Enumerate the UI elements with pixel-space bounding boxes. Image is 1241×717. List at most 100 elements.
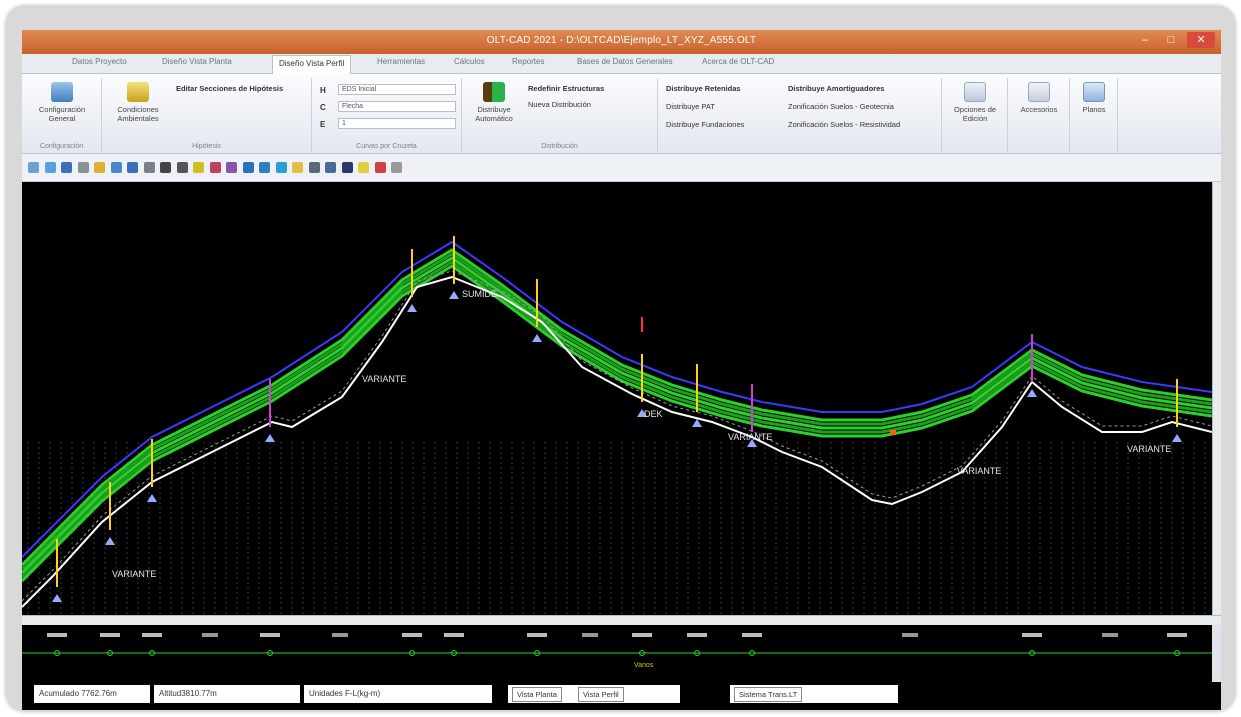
strip-station-mark bbox=[409, 650, 415, 656]
tab-6[interactable]: Bases de Datos Generales bbox=[577, 57, 673, 66]
config-general-button[interactable]: Configuración General bbox=[30, 82, 94, 123]
toolbar-tool-icon[interactable] bbox=[61, 162, 72, 173]
hipotesis-select[interactable]: EDS Inicial bbox=[338, 84, 456, 95]
distribuye-fundaciones-button[interactable]: Distribuye Fundaciones bbox=[666, 120, 745, 129]
toolbar-tool-icon[interactable] bbox=[44, 162, 56, 173]
tab-2[interactable]: Diseño Vista Perfil bbox=[272, 55, 352, 74]
ribbon-tabs: Datos Proyecto Diseño Vista Planta Diseño … bbox=[22, 54, 1221, 74]
toolbar-tool-icon[interactable] bbox=[391, 162, 402, 173]
toolbar-tool-icon[interactable] bbox=[259, 162, 270, 173]
toolbar-tool-icon[interactable] bbox=[193, 162, 204, 173]
toolbar-tool-icon[interactable] bbox=[308, 162, 320, 173]
maximize-button[interactable]: □ bbox=[1167, 34, 1175, 46]
tab-7[interactable]: Acerca de OLT-CAD bbox=[702, 57, 775, 66]
profile-drawing: VARIANTE VARIANTE SUMIDE DEK VARIANTE VARIANT… bbox=[22, 236, 1213, 615]
strip-tick-label bbox=[527, 633, 547, 637]
strip-station-mark bbox=[107, 650, 113, 656]
toolbar-tool-icon[interactable] bbox=[325, 162, 336, 173]
anchor-icon bbox=[692, 419, 702, 427]
toolbar-tool-icon[interactable] bbox=[143, 162, 155, 173]
toolbar-tool-icon[interactable] bbox=[209, 162, 221, 173]
strip-tick-label bbox=[142, 633, 162, 637]
tab-3[interactable]: Herramientas bbox=[377, 57, 426, 66]
vertical-scrollbar[interactable] bbox=[1212, 182, 1221, 615]
strip-tick-label bbox=[582, 633, 598, 637]
altitud-field: Altitud3810.77m bbox=[154, 685, 300, 703]
tab-sistema[interactable]: Sistema Trans.LT bbox=[734, 687, 803, 702]
strip-station-mark bbox=[149, 650, 155, 656]
zonificacion-resistividad-button[interactable]: Zonificación Suelos - Resistividad bbox=[788, 120, 901, 129]
toolbar-tool-icon[interactable] bbox=[341, 162, 353, 173]
toolbar-tool-icon[interactable] bbox=[176, 162, 188, 173]
toolbar-tool-icon[interactable] bbox=[77, 162, 89, 173]
group-configuracion: Configuración General Configuración bbox=[22, 78, 102, 152]
close-button[interactable]: ✕ bbox=[1187, 32, 1215, 48]
toolbar-tool-icon[interactable] bbox=[110, 162, 122, 173]
window-title: OLT-CAD 2021 - D:\OLTCAD\Ejemplo_LT_XYZ_… bbox=[486, 35, 757, 46]
distribuye-pat-button[interactable]: Distribuye PAT bbox=[666, 102, 715, 111]
condiciones-button[interactable]: Condiciones Ambientales bbox=[108, 82, 168, 123]
tab-vista-planta[interactable]: Vista Planta bbox=[512, 687, 562, 702]
anchor-icon bbox=[147, 494, 157, 502]
toolbar-tool-icon[interactable] bbox=[242, 162, 254, 173]
strip-tick-label bbox=[1022, 633, 1042, 637]
drawing-sheet-icon bbox=[1083, 82, 1105, 102]
tab-0[interactable]: Datos Proyecto bbox=[72, 57, 127, 66]
combo-e-letter: E bbox=[320, 120, 326, 129]
profile-label: DEK bbox=[644, 409, 663, 419]
anchor-icon bbox=[1172, 434, 1182, 442]
strip-station-mark bbox=[694, 650, 700, 656]
redefinir-button[interactable]: Redefinir Estructuras bbox=[528, 84, 605, 93]
zonificacion-geotecnia-button[interactable]: Zonificación Suelos - Geotecnia bbox=[788, 102, 894, 111]
profile-canvas[interactable]: VARIANTE VARIANTE SUMIDE DEK VARIANTE VARIANT… bbox=[22, 182, 1213, 615]
curva-select[interactable]: Flecha bbox=[338, 101, 456, 112]
distribuye-amortiguadores-button[interactable]: Distribuye Amortiguadores bbox=[788, 84, 885, 93]
condiciones-label: Condiciones Ambientales bbox=[117, 105, 159, 123]
settings-icon bbox=[51, 82, 73, 102]
strip-tick-label bbox=[742, 633, 762, 637]
planos-button[interactable]: Planos bbox=[1074, 82, 1114, 114]
ribbon: Configuración General Configuración Cond… bbox=[22, 74, 1221, 154]
conductor-line bbox=[22, 248, 1213, 567]
nueva-distribucion-button[interactable]: Nueva Distribución bbox=[528, 100, 591, 109]
toolbar-tool-icon[interactable] bbox=[292, 162, 303, 173]
toolbar-tool-icon[interactable] bbox=[226, 162, 237, 173]
opciones-edicion-button[interactable]: Opciones de Edición bbox=[946, 82, 1004, 123]
strip-station-mark bbox=[534, 650, 540, 656]
toolbar-tool-icon[interactable] bbox=[127, 162, 138, 173]
strip-label: Vanos bbox=[634, 662, 654, 669]
tab-4[interactable]: Cálculos bbox=[454, 57, 485, 66]
toolbar-tool-icon[interactable] bbox=[358, 162, 369, 173]
group-hipotesis: Condiciones Ambientales Editar Secciones… bbox=[102, 78, 312, 152]
horizontal-scrollbar[interactable] bbox=[22, 615, 1221, 625]
conductor-line bbox=[22, 252, 1213, 571]
tab-vista-perfil[interactable]: Vista Perfil bbox=[578, 687, 624, 702]
acumulado-field: Acumulado 7762.76m bbox=[34, 685, 150, 703]
combo-h-letter: H bbox=[320, 86, 326, 95]
tab-1[interactable]: Diseño Vista Planta bbox=[162, 57, 232, 66]
minimize-button[interactable]: – bbox=[1141, 34, 1149, 46]
anchor-icon bbox=[1027, 389, 1037, 397]
ground-profile bbox=[22, 275, 1213, 608]
span-strip: Vanos bbox=[22, 625, 1212, 682]
distribuye-automatico-button[interactable]: Distribuye Automático bbox=[466, 82, 522, 123]
strip-tick-label bbox=[402, 633, 422, 637]
toolbar-tool-icon[interactable] bbox=[275, 162, 287, 173]
window-controls: – □ ✕ bbox=[1135, 32, 1215, 48]
accesorios-button[interactable]: Accesorios bbox=[1012, 82, 1066, 114]
editar-secciones-button[interactable]: Editar Secciones de Hipótesis bbox=[176, 84, 284, 93]
drawing-toolbar bbox=[22, 154, 1221, 182]
toolbar-tool-icon[interactable] bbox=[160, 162, 171, 173]
conductor-line bbox=[22, 264, 1213, 583]
estructura-select[interactable]: 1 bbox=[338, 118, 456, 129]
config-group-label: Configuración bbox=[39, 143, 84, 150]
toolbar-tool-icon[interactable] bbox=[28, 162, 39, 173]
profile-label: VARIANTE bbox=[112, 569, 156, 579]
toolbar-tool-icon[interactable] bbox=[374, 162, 386, 173]
toolbar-tool-icon[interactable] bbox=[94, 162, 105, 173]
tab-5[interactable]: Reportes bbox=[512, 57, 545, 66]
anchor-icon bbox=[52, 594, 62, 602]
strip-station-mark bbox=[1029, 650, 1035, 656]
distribuye-retenidas-button[interactable]: Distribuye Retenidas bbox=[666, 84, 741, 93]
strip-tick-label bbox=[202, 633, 218, 637]
